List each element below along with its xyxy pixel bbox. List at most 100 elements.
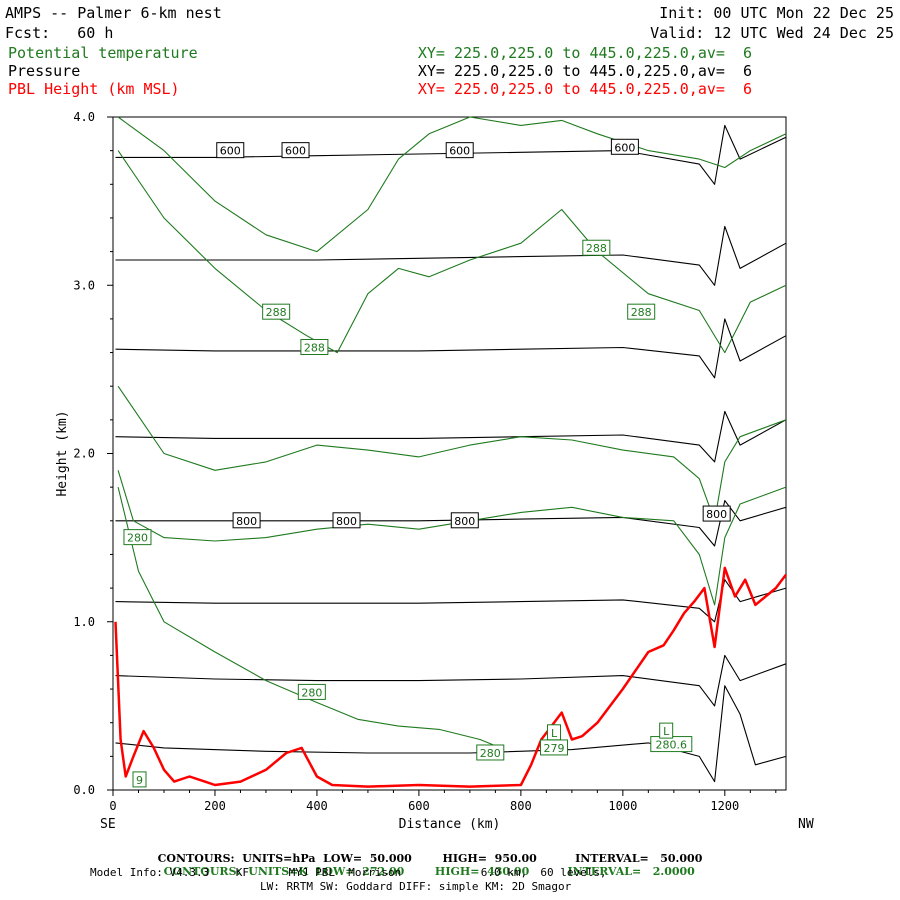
footer-theta-interval: INTERVAL= 2.0000	[567, 865, 695, 878]
theta-contour-label-6: 280	[476, 744, 505, 761]
theta-contour-label-1: 288	[262, 303, 291, 320]
pressure-label-text-5: 800	[336, 515, 357, 528]
pressure-label-text-6: 800	[454, 515, 475, 528]
pressure-label-text-1: 600	[285, 145, 306, 158]
footer-theta-low: LOW= 272.00	[315, 865, 405, 878]
theta-contour-label-10: L	[659, 722, 674, 739]
theta-contour-label-9: 280.6	[650, 736, 693, 753]
theta-contour-label-3: 288	[627, 303, 656, 320]
y-axis-label: Height (km)	[55, 410, 70, 496]
x-tick-label-5: 1000	[608, 799, 637, 813]
footer-theta-high: HIGH= 430.00	[434, 865, 530, 878]
theta-label-text-2: 288	[304, 342, 325, 355]
pressure-contour-label-4: 800	[232, 512, 261, 529]
footer-model-info: Model Info: V4.3.3 KF MYJ PBL Morrison 6…	[90, 866, 607, 879]
x-axis-label: Distance (km)	[399, 817, 501, 832]
pressure-label-box-5	[332, 512, 361, 529]
right-end-label: NW	[798, 817, 814, 832]
pressure-contour-label-5: 800	[332, 512, 361, 529]
series-line-5	[115, 318, 787, 379]
theta-label-text-9: 280.6	[656, 739, 688, 752]
footer-theta-units: UNITS=K	[248, 865, 308, 878]
footer-pressure-units: UNITS=hPa	[242, 852, 316, 865]
theta-label-text-1: 288	[266, 306, 287, 319]
forecast-hour: Fcst: 60 h	[5, 24, 114, 42]
pressure-label-box-1	[281, 142, 310, 159]
init-time: Init: 00 UTC Mon 22 Dec 25	[659, 4, 894, 22]
pressure-label-text-2: 600	[449, 145, 470, 158]
x-tick-label-6: 1200	[710, 799, 739, 813]
series-line-1	[115, 654, 787, 707]
y-tick-label-1: 1.0	[73, 615, 95, 629]
pressure-contour-label-0: 600	[216, 142, 245, 159]
x-tick-label-4: 800	[510, 799, 532, 813]
theta-contour-label-0: 288	[582, 239, 611, 256]
pressure-contour-label-1: 600	[281, 142, 310, 159]
series-line-13	[114, 566, 787, 788]
y-tick-label-0: 0.0	[73, 783, 95, 797]
theta-label-box-3	[627, 303, 656, 320]
plot-frame	[112, 116, 787, 791]
pressure-contour-label-7: 800	[702, 505, 731, 522]
y-tick-label-4: 4.0	[73, 110, 95, 124]
pressure-contour-label-3: 600	[610, 138, 639, 155]
left-end-label: SE	[100, 817, 116, 832]
chart-title: AMPS -- Palmer 6-km nest	[5, 4, 222, 22]
valid-time: Valid: 12 UTC Wed 24 Dec 25	[650, 24, 894, 42]
theta-label-box-8	[547, 724, 562, 741]
footer-theta-contours: CONTOURS: UNITS=K LOW= 272.00 HIGH= 430.…	[156, 852, 695, 878]
theta-label-box-10	[659, 722, 674, 739]
theta-label-text-0: 288	[586, 242, 607, 255]
footer-pressure-label: CONTOURS:	[157, 852, 235, 865]
pressure-label-text-7: 800	[706, 508, 727, 521]
footer-theta-label: CONTOURS:	[163, 865, 241, 878]
x-tick-label-2: 400	[306, 799, 328, 813]
pressure-label-box-2	[445, 142, 474, 159]
footer-physics-info: LW: RRTM SW: Goddard DIFF: simple KM: 2D…	[260, 880, 572, 893]
theta-label-box-6	[476, 744, 505, 761]
theta-contour-label-2: 288	[300, 339, 329, 356]
series-line-6	[115, 225, 787, 286]
pressure-label-box-6	[450, 512, 479, 529]
footer-pressure-high: HIGH= 950.00	[442, 852, 537, 865]
field-xy-pressure: XY= 225.0,225.0 to 445.0,225.0,av= 6	[417, 62, 752, 80]
series-line-9	[117, 470, 787, 606]
theta-contour-label-4: 280	[123, 529, 152, 546]
pressure-label-box-7	[702, 505, 731, 522]
pressure-label-box-3	[610, 138, 639, 155]
theta-label-text-8: L	[551, 727, 558, 740]
series-line-10	[117, 385, 787, 522]
pressure-contour-label-2: 600	[445, 142, 474, 159]
contour-labels: 600 600 600 600 800 800 800 800 288 288 288 288 280 2…	[123, 138, 731, 788]
theta-label-box-4	[123, 529, 152, 546]
pressure-contour-label-6: 800	[450, 512, 479, 529]
theta-label-text-4: 280	[127, 532, 148, 545]
axes: 0 200 400 600 800 1000 1200 0.0 1.0 2.0 3.0 4.0 Dist…	[55, 110, 814, 832]
theta-contour-label-11: 9	[132, 771, 147, 788]
footer-pressure-contours: CONTOURS: UNITS=hPa LOW= 50.000 HIGH= 95…	[150, 839, 703, 865]
x-tick-label-1: 200	[204, 799, 226, 813]
y-tick-label-3: 3.0	[73, 278, 95, 292]
series-layer	[114, 116, 787, 788]
theta-label-text-11: 9	[136, 774, 143, 787]
series-line-8	[117, 486, 501, 749]
pressure-label-box-4	[232, 512, 261, 529]
theta-label-box-11	[132, 771, 147, 788]
theta-label-box-5	[297, 683, 326, 700]
theta-contour-label-5: 280	[297, 683, 326, 700]
footer-pressure-low: LOW= 50.000	[323, 852, 412, 865]
theta-label-box-0	[582, 239, 611, 256]
field-name-theta: Potential temperature	[8, 44, 198, 62]
theta-label-text-3: 288	[631, 306, 652, 319]
pressure-label-text-3: 600	[614, 141, 635, 154]
field-name-pressure: Pressure	[8, 62, 81, 80]
theta-label-box-1	[262, 303, 291, 320]
series-line-12	[117, 116, 787, 253]
series-line-3	[115, 500, 787, 547]
field-name-pbl: PBL Height (km MSL)	[8, 80, 180, 98]
pressure-label-box-0	[216, 142, 245, 159]
y-tick-label-2: 2.0	[73, 447, 95, 461]
theta-label-text-10: L	[663, 725, 670, 738]
field-xy-theta: XY= 225.0,225.0 to 445.0,225.0,av= 6	[417, 44, 752, 62]
